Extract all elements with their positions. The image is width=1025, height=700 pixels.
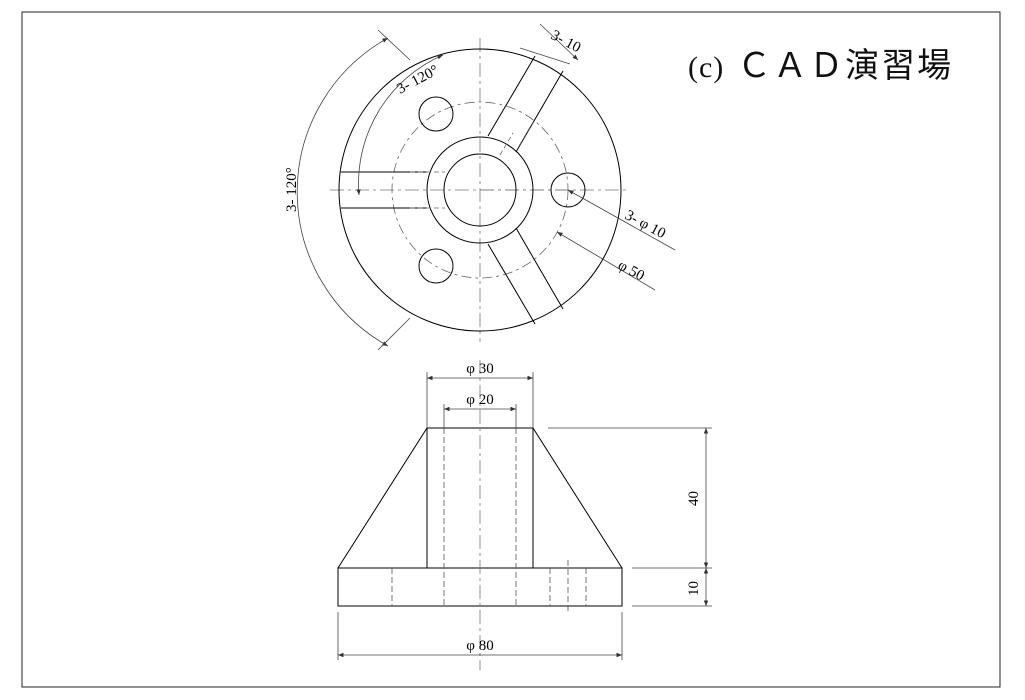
bolt-hole-upper-left <box>418 96 454 132</box>
top-view-dimensions <box>296 23 676 351</box>
bolt-hole-lower-left <box>418 248 454 284</box>
sheet-title-prefix: (c) <box>688 51 725 84</box>
top-view <box>330 38 630 342</box>
sheet-title: (c) ＣＡＤ演習場 <box>688 38 953 87</box>
bolt-hole-right <box>550 172 586 208</box>
front-view-dimensions <box>337 372 712 660</box>
front-view-hidden-lines <box>391 428 587 614</box>
bore-diameter-label: φ 20 <box>466 392 493 408</box>
bore-circle <box>443 153 517 227</box>
boss-diameter-label: φ 30 <box>466 361 493 377</box>
total-height-label: 40 <box>686 491 702 506</box>
pcd-label: φ 50 <box>615 257 647 284</box>
base-height-label: 10 <box>686 581 702 596</box>
rib-lower-right <box>487 227 564 325</box>
angle-inner-label: 3- 120° <box>394 62 441 97</box>
drawing-frame <box>21 11 1001 688</box>
rib-upper-right <box>487 55 564 153</box>
rib-width-label: 3- 10 <box>548 27 583 56</box>
angle-outer-label: 3- 120° <box>284 167 300 212</box>
base-outer-circle <box>338 48 622 332</box>
base-diameter-label: φ 80 <box>466 638 493 654</box>
hole-diameter-label: 3- φ 10 <box>622 207 668 242</box>
sheet-title-text: ＣＡＤ演習場 <box>737 46 954 86</box>
